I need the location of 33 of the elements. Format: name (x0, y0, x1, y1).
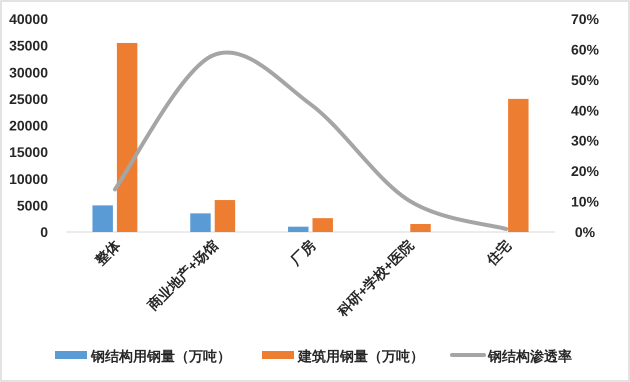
x-tick-label: 科研+学校+医院 (333, 236, 416, 320)
y2-tick-label: 30% (570, 132, 600, 149)
y2-tick-label: 20% (570, 163, 600, 180)
y-tick-label: 10000 (9, 170, 48, 187)
legend-label: 钢结构用钢量（万吨） (90, 348, 231, 364)
y2-tick-label: 0% (574, 224, 596, 240)
y2-tick-label: 40% (570, 102, 600, 118)
bar (190, 213, 211, 232)
y-tick-label: 0 (40, 224, 48, 240)
x-tick-label: 厂房 (286, 236, 319, 269)
y2-tick-label: 70% (570, 11, 600, 27)
bar (410, 224, 431, 232)
legend-label: 钢结构渗透率 (487, 348, 572, 364)
y2-tick-label: 60% (570, 41, 600, 58)
bar (508, 98, 529, 232)
bar (214, 200, 236, 232)
y-tick-label: 25000 (9, 90, 48, 107)
bar (116, 42, 138, 232)
y2-tick-label: 50% (570, 72, 600, 88)
y-tick-label: 35000 (9, 38, 48, 54)
x-tick-label: 整体 (91, 236, 124, 269)
y-tick-label: 40000 (9, 11, 48, 27)
y-tick-label: 15000 (9, 144, 48, 160)
y-tick-label: 5000 (16, 197, 48, 214)
legend-label: 建筑用钢量（万吨） (297, 348, 424, 364)
bar (288, 226, 308, 232)
bar (92, 205, 113, 232)
bar (312, 218, 333, 232)
x-tick-label: 住宅 (482, 236, 514, 269)
y-tick-label: 30000 (9, 64, 48, 80)
y-tick-label: 20000 (9, 118, 48, 134)
y2-tick-label: 10% (570, 194, 600, 210)
x-tick-label: 商业地产+场馆 (144, 236, 221, 314)
